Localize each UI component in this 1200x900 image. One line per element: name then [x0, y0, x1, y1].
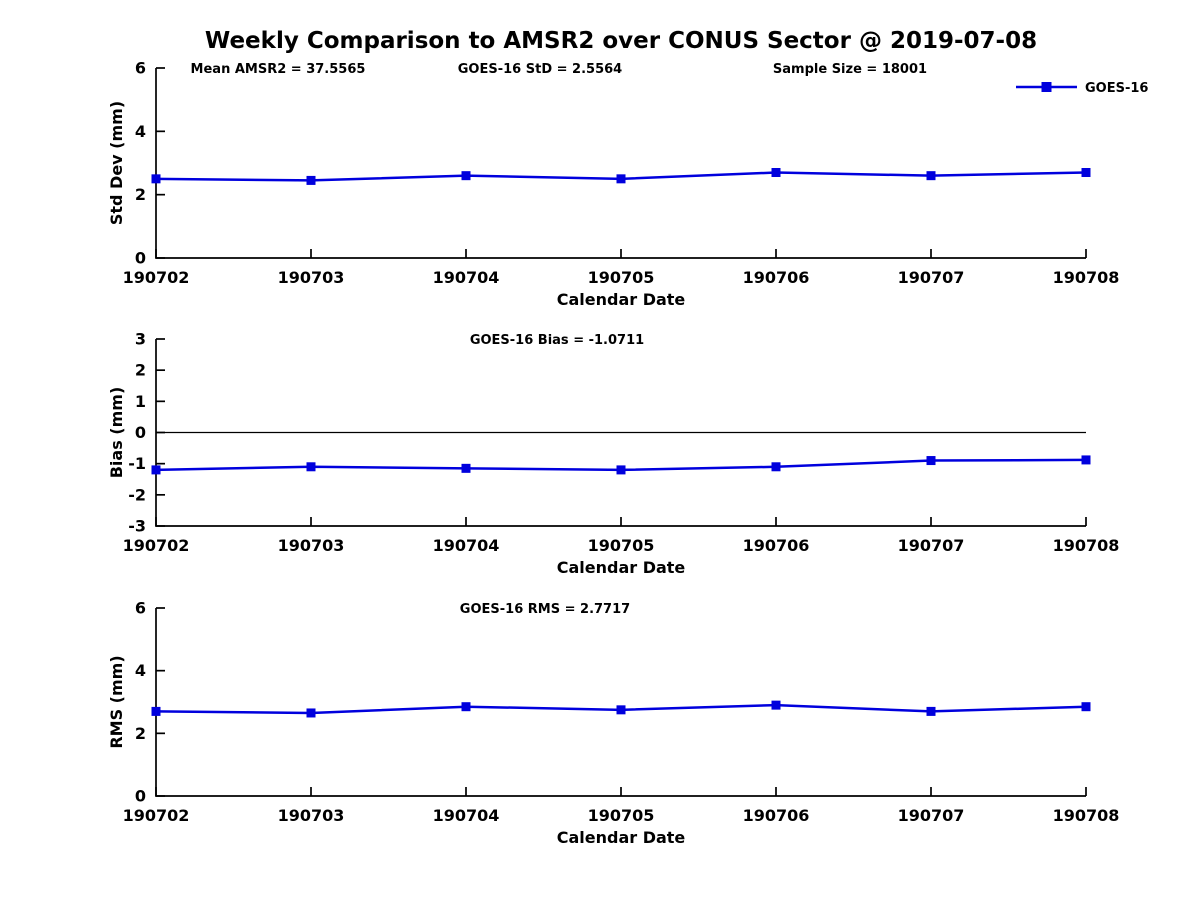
y-tick-label: 2	[135, 361, 146, 380]
y-tick-label: -3	[128, 517, 146, 536]
data-point-marker	[306, 708, 316, 718]
x-tick-label: 190703	[278, 536, 345, 555]
x-tick-label: 190706	[743, 268, 810, 287]
x-tick-label: 190707	[898, 536, 965, 555]
y-tick-label: 6	[135, 599, 146, 618]
data-point-marker	[461, 463, 471, 473]
y-tick-label: 4	[135, 122, 146, 141]
y-tick-label: -1	[128, 454, 146, 473]
data-point-marker	[771, 168, 781, 177]
x-tick-label: 190705	[588, 536, 655, 555]
data-point-marker	[616, 705, 626, 715]
y-tick-label: 0	[135, 249, 146, 268]
x-axis-label: Calendar Date	[557, 290, 686, 309]
x-tick-label: 190707	[898, 806, 965, 825]
data-point-marker	[926, 706, 936, 716]
data-point-marker	[771, 462, 781, 472]
annotation-text: GOES-16 StD = 2.5564	[458, 62, 622, 77]
data-point-marker	[461, 171, 471, 181]
y-axis-label: Bias (mm)	[107, 387, 126, 479]
chart-title: Weekly Comparison to AMSR2 over CONUS Se…	[204, 28, 1038, 54]
y-axis-label: RMS (mm)	[107, 655, 126, 748]
x-axis-label: Calendar Date	[557, 558, 686, 577]
x-tick-label: 190705	[588, 806, 655, 825]
data-point-marker	[151, 706, 161, 716]
data-point-marker	[306, 462, 316, 472]
data-point-marker	[151, 174, 161, 184]
x-tick-label: 190705	[588, 268, 655, 287]
y-tick-label: 1	[135, 392, 146, 411]
x-tick-label: 190702	[123, 806, 190, 825]
y-axis-label: Std Dev (mm)	[107, 101, 126, 225]
y-tick-label: 0	[135, 423, 146, 442]
y-tick-label: 4	[135, 661, 146, 680]
y-tick-label: -2	[128, 485, 146, 504]
x-tick-label: 190708	[1053, 806, 1120, 825]
data-point-marker	[616, 465, 626, 475]
data-point-marker	[771, 700, 781, 710]
x-tick-label: 190708	[1053, 536, 1120, 555]
x-tick-label: 190702	[123, 536, 190, 555]
data-point-marker	[616, 174, 626, 184]
data-point-marker	[1081, 455, 1091, 465]
y-tick-label: 0	[135, 787, 146, 806]
x-axis-label: Calendar Date	[557, 828, 686, 847]
y-tick-label: 3	[135, 330, 146, 349]
x-tick-label: 190702	[123, 268, 190, 287]
legend-marker-swatch	[1041, 82, 1052, 92]
x-tick-label: 190706	[743, 806, 810, 825]
x-tick-label: 190707	[898, 268, 965, 287]
data-point-marker	[461, 702, 471, 712]
data-point-marker	[926, 171, 936, 181]
x-tick-label: 190703	[278, 806, 345, 825]
x-tick-label: 190704	[433, 268, 500, 287]
axes-spines	[155, 608, 1086, 797]
annotation-text: Sample Size = 18001	[773, 62, 927, 77]
x-tick-label: 190704	[433, 536, 500, 555]
y-tick-label: 2	[135, 724, 146, 743]
data-point-marker	[306, 175, 316, 185]
data-point-marker	[151, 465, 161, 475]
axes-spines	[155, 68, 1086, 259]
x-tick-label: 190704	[433, 806, 500, 825]
x-tick-label: 190703	[278, 268, 345, 287]
x-tick-label: 190708	[1053, 268, 1120, 287]
y-tick-label: 6	[135, 59, 146, 78]
annotation-text: Mean AMSR2 = 37.5565	[191, 62, 366, 77]
annotation-text: GOES-16 RMS = 2.7717	[460, 602, 630, 617]
data-point-marker	[1081, 168, 1091, 177]
x-tick-label: 190706	[743, 536, 810, 555]
data-point-marker	[926, 456, 936, 466]
y-tick-label: 2	[135, 185, 146, 204]
annotation-text: GOES-16 Bias = -1.0711	[470, 333, 644, 348]
data-point-marker	[1081, 702, 1091, 712]
legend-label: GOES-16	[1085, 81, 1148, 96]
